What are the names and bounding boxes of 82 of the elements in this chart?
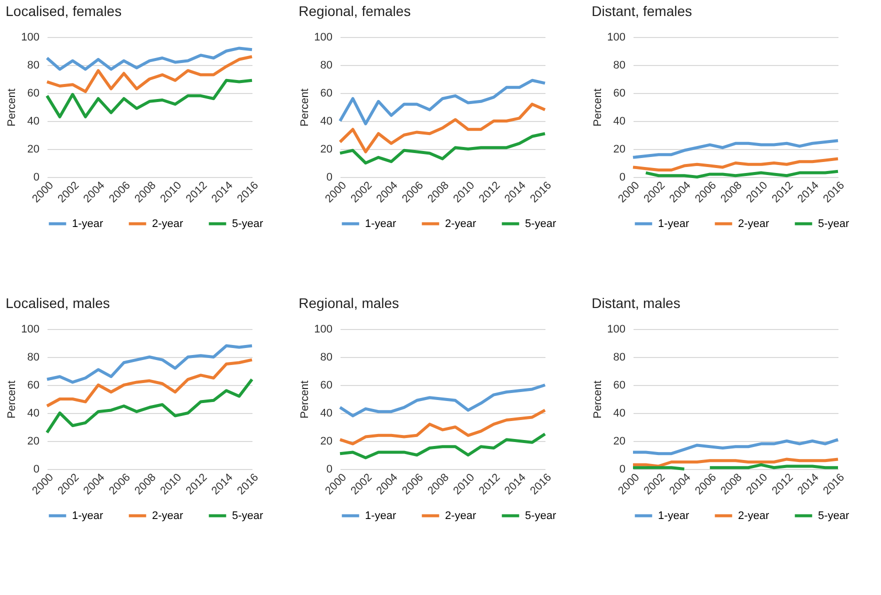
y-tick-label: 80 — [320, 352, 332, 364]
y-tick-label: 100 — [314, 324, 332, 336]
legend-label: 2-year — [445, 218, 477, 230]
line-series — [46, 358, 254, 408]
y-tick-label: 100 — [21, 32, 40, 44]
y-tick-label: 100 — [21, 324, 40, 336]
y-axis-title: Percent — [592, 380, 604, 418]
legend-label: 1-year — [658, 510, 690, 522]
line-series — [46, 344, 254, 384]
line-series — [46, 378, 254, 434]
y-tick-label: 0 — [326, 464, 332, 476]
y-tick-label: 80 — [27, 60, 40, 72]
chart-title: Distant, males — [592, 295, 680, 311]
legend-label: 5-year — [525, 218, 557, 230]
line-series — [338, 384, 546, 418]
line-series — [46, 55, 254, 94]
legend-label: 1-year — [658, 218, 690, 230]
y-axis-title: Percent — [592, 88, 604, 126]
y-tick-label: 40 — [320, 116, 332, 128]
y-tick-label: 80 — [320, 60, 332, 72]
legend-label: 5-year — [818, 218, 850, 230]
line-series — [338, 78, 546, 126]
y-tick-label: 40 — [27, 116, 40, 128]
y-tick-label: 60 — [613, 88, 626, 100]
legend-label: 5-year — [232, 510, 264, 522]
y-tick-label: 40 — [613, 116, 626, 128]
chart-title: Localised, females — [6, 3, 122, 19]
legend-label: 5-year — [232, 218, 264, 230]
legend-label: 2-year — [738, 510, 770, 522]
legend-label: 5-year — [525, 510, 557, 522]
y-axis-title: Percent — [299, 380, 312, 418]
line-series — [338, 102, 546, 154]
y-tick-label: 40 — [613, 408, 626, 420]
chart-title: Regional, males — [298, 295, 400, 311]
y-tick-label: 0 — [33, 464, 40, 476]
line-series — [632, 157, 840, 172]
y-tick-label: 0 — [619, 172, 626, 184]
y-tick-label: 0 — [33, 172, 40, 184]
line-series — [338, 408, 546, 446]
y-tick-label: 40 — [27, 408, 40, 420]
y-axis-title: Percent — [6, 380, 18, 418]
line-series — [632, 458, 840, 468]
y-tick-label: 20 — [27, 144, 40, 156]
y-tick-label: 80 — [613, 352, 626, 364]
legend-label: 2-year — [152, 510, 184, 522]
chart-title: Localised, males — [6, 295, 110, 311]
legend-label: 2-year — [445, 510, 477, 522]
y-tick-label: 80 — [613, 60, 626, 72]
y-tick-label: 20 — [27, 436, 40, 448]
y-tick-label: 60 — [613, 380, 626, 392]
line-series — [632, 438, 840, 456]
line-series — [338, 432, 546, 460]
y-tick-label: 40 — [320, 408, 332, 420]
y-tick-label: 20 — [320, 144, 332, 156]
y-tick-label: 60 — [320, 88, 332, 100]
y-tick-label: 60 — [320, 380, 332, 392]
y-tick-label: 20 — [613, 144, 626, 156]
legend-label: 1-year — [72, 218, 104, 230]
legend-label: 5-year — [818, 510, 850, 522]
legend-label: 1-year — [365, 218, 397, 230]
y-tick-label: 100 — [607, 324, 626, 336]
line-series — [632, 139, 840, 159]
line-series — [338, 132, 546, 164]
chart-title: Distant, females — [592, 3, 692, 19]
y-tick-label: 60 — [27, 88, 40, 100]
y-tick-label: 100 — [607, 32, 626, 44]
legend-label: 1-year — [72, 510, 104, 522]
y-tick-label: 80 — [27, 352, 40, 364]
y-tick-label: 60 — [27, 380, 40, 392]
y-axis-title: Percent — [6, 88, 18, 126]
line-series — [46, 46, 254, 71]
y-tick-label: 20 — [613, 436, 626, 448]
legend-label: 2-year — [152, 218, 184, 230]
y-tick-label: 20 — [320, 436, 332, 448]
y-tick-label: 0 — [326, 172, 332, 184]
chart-title: Regional, females — [298, 3, 411, 19]
legend-label: 1-year — [365, 510, 397, 522]
legend-label: 2-year — [738, 218, 770, 230]
y-axis-title: Percent — [299, 88, 312, 126]
y-tick-label: 100 — [314, 32, 332, 44]
line-series — [46, 78, 254, 118]
y-tick-label: 0 — [619, 464, 626, 476]
